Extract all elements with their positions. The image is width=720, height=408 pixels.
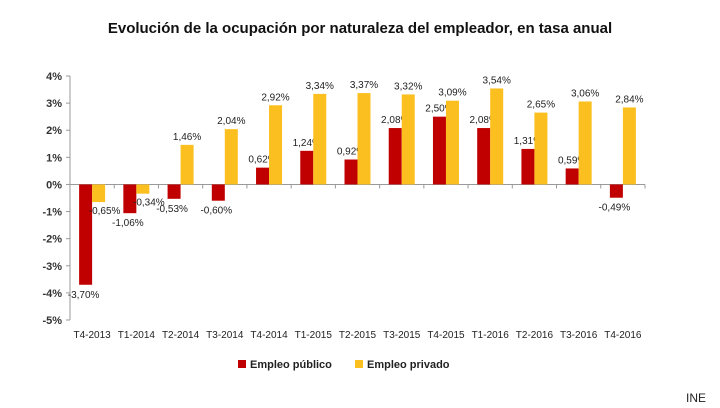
- x-tick-label: T4-2014: [250, 330, 288, 341]
- bar-privado: [578, 101, 592, 185]
- x-tick-label: T3-2015: [383, 330, 421, 341]
- data-label: 1,31%: [514, 136, 542, 147]
- data-label: 3,37%: [350, 80, 378, 91]
- legend-label: Empleo público: [250, 359, 332, 371]
- y-tick-label: 2%: [46, 125, 62, 137]
- data-label: -0,60%: [200, 206, 232, 217]
- bar-privado: [445, 100, 459, 185]
- bar-publico: [167, 184, 181, 199]
- y-tick-label: 4%: [46, 71, 62, 83]
- bar-publico: [388, 128, 402, 185]
- data-label: -0,65%: [89, 206, 121, 217]
- data-label: 3,09%: [438, 88, 466, 99]
- x-tick-label: T3-2014: [206, 330, 244, 341]
- bar-publico: [565, 168, 579, 185]
- bar-privado: [92, 184, 106, 203]
- data-label: 3,34%: [306, 81, 334, 92]
- data-label: -3,70%: [68, 290, 100, 301]
- y-tick-label: -2%: [42, 234, 62, 246]
- x-tick-label: T1-2016: [472, 330, 510, 341]
- y-tick-label: 1%: [46, 152, 62, 164]
- x-tick-label: T2-2014: [162, 330, 200, 341]
- chart-title: Evolución de la ocupación por naturaleza…: [107, 20, 613, 37]
- bar-privado: [622, 107, 636, 185]
- data-label: 2,08%: [381, 115, 409, 126]
- bar-privado: [490, 88, 504, 185]
- legend-label: Empleo privado: [367, 359, 450, 371]
- bar-privado: [269, 105, 283, 185]
- data-label: 3,06%: [571, 88, 599, 99]
- bar-publico: [79, 184, 93, 285]
- bar-publico: [521, 148, 535, 185]
- x-tick-label: T1-2015: [295, 330, 333, 341]
- x-tick-label: T4-2015: [427, 330, 465, 341]
- y-tick-label: -1%: [42, 207, 62, 219]
- data-label: -0,53%: [156, 204, 188, 215]
- x-tick-label: T3-2016: [560, 330, 598, 341]
- y-tick-label: -3%: [42, 261, 62, 273]
- data-label: 2,84%: [615, 94, 643, 105]
- data-label: 2,65%: [527, 100, 555, 111]
- bar-publico: [256, 167, 270, 185]
- data-label: 2,04%: [217, 116, 245, 127]
- legend-swatch-publico: [238, 360, 246, 368]
- y-tick-label: 3%: [46, 98, 62, 110]
- data-label: 0,62%: [248, 155, 276, 166]
- data-label: 0,92%: [337, 147, 365, 158]
- legend-swatch-privado: [355, 360, 363, 368]
- x-tick-label: T4-2013: [73, 330, 111, 341]
- x-tick-label: T4-2016: [604, 330, 642, 341]
- data-label: 0,59%: [558, 155, 586, 166]
- bar-publico: [211, 184, 225, 201]
- bar-privado: [180, 144, 194, 185]
- bar-privado: [401, 94, 415, 185]
- data-label: 2,50%: [425, 104, 453, 115]
- bar-publico: [344, 159, 358, 185]
- data-label: 3,54%: [483, 75, 511, 86]
- x-tick-label: T2-2016: [516, 330, 554, 341]
- y-tick-label: -5%: [42, 315, 62, 327]
- bar-privado: [534, 112, 548, 185]
- bar-publico: [123, 184, 137, 214]
- x-tick-label: T2-2015: [339, 330, 377, 341]
- data-label: -1,06%: [112, 218, 144, 229]
- y-tick-label: -4%: [42, 288, 62, 300]
- data-label: 3,32%: [394, 81, 422, 92]
- bar-privado: [136, 184, 150, 194]
- bar-privado: [357, 93, 371, 185]
- data-label: 2,08%: [470, 115, 498, 126]
- source-label: INE: [685, 391, 706, 405]
- data-label: -0,34%: [133, 198, 165, 209]
- bar-publico: [300, 150, 314, 185]
- data-label: -0,49%: [599, 203, 631, 214]
- bar-privado: [313, 93, 327, 185]
- bar-publico: [609, 184, 623, 198]
- data-label: 1,24%: [293, 138, 321, 149]
- data-label: 1,46%: [173, 132, 201, 143]
- data-label: 2,92%: [261, 92, 289, 103]
- bar-privado: [224, 129, 238, 185]
- bar-publico: [477, 128, 491, 185]
- bar-publico: [432, 116, 446, 185]
- x-tick-label: T1-2014: [118, 330, 156, 341]
- y-tick-label: 0%: [46, 179, 62, 191]
